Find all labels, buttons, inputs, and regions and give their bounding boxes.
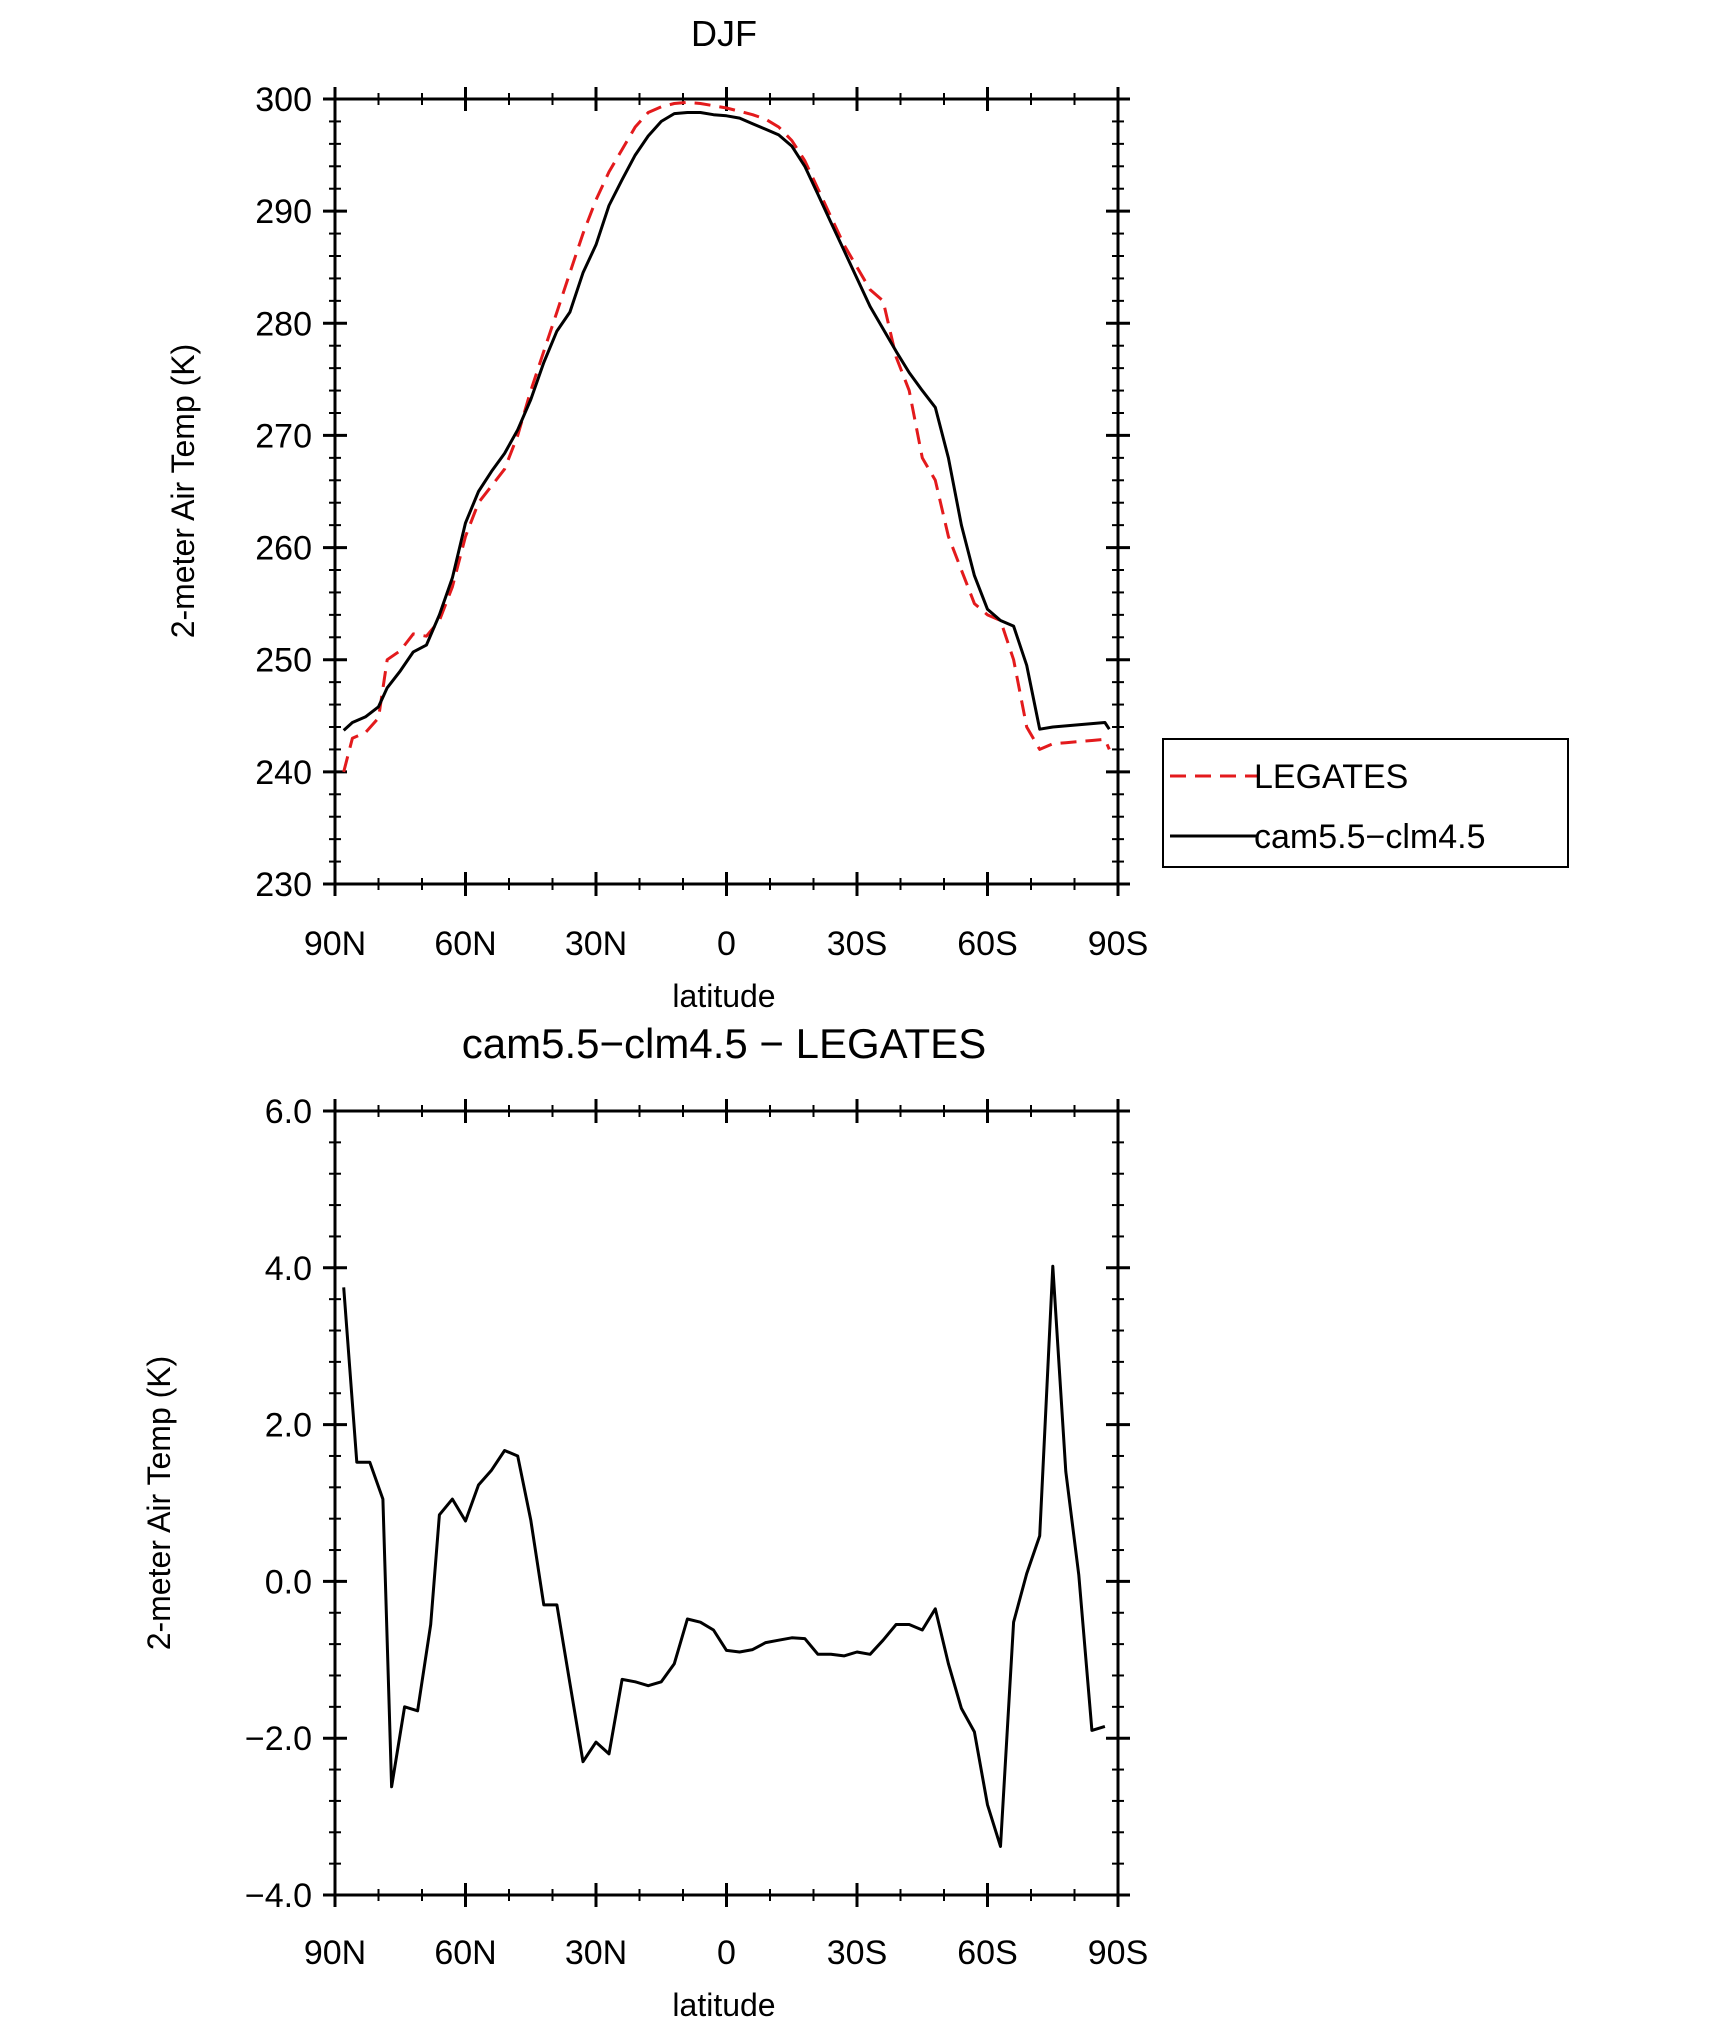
legend-label-cam: cam5.5−clm4.5: [1254, 818, 1486, 856]
y-tick-label: 270: [255, 417, 312, 455]
bottom-x-axis-label: latitude: [672, 1987, 775, 2021]
bottom-plot-frame: [333, 1109, 1120, 1897]
x-tick-label: 60S: [957, 925, 1018, 963]
y-tick-label: 260: [255, 530, 312, 568]
x-tick-label: 90N: [304, 925, 366, 963]
bottom-y-axis-label: 2-meter Air Temp (K): [141, 1356, 177, 1651]
top-ticks: [323, 87, 1130, 896]
bottom-chart-title: cam5.5−clm4.5 − LEGATES: [462, 1020, 986, 1067]
legend-label-legates: LEGATES: [1254, 758, 1408, 796]
bottom-x-tick-labels: 90N 60N 30N 0 30S 60S 90S: [304, 1934, 1148, 1972]
legend-box: [1162, 738, 1569, 868]
y-tick-label: 250: [255, 642, 312, 680]
x-tick-label: 0: [717, 925, 736, 963]
x-tick-label: 30N: [565, 925, 627, 963]
y-tick-label: −4.0: [245, 1877, 312, 1915]
x-tick-label: 90S: [1088, 1934, 1149, 1972]
legend: LEGATES cam5.5−clm4.5: [1162, 738, 1569, 868]
bottom-y-tick-labels: 6.0 4.0 2.0 0.0 −2.0 −4.0: [245, 1093, 312, 1915]
x-tick-label: 0: [717, 1934, 736, 1972]
bottom-ticks: [323, 1099, 1130, 1907]
y-tick-label: 280: [255, 305, 312, 343]
series-line-1-0: [342, 1264, 1106, 1848]
top-chart-title: DJF: [691, 13, 757, 54]
top-x-axis-label: latitude: [672, 978, 775, 1014]
y-tick-label: 230: [255, 866, 312, 904]
series-line-0-0: [342, 100, 1111, 773]
y-tick-label: −2.0: [245, 1720, 312, 1758]
bottom-line-chart: cam5.5−clm4.5 − LEGATES 6.0 4.0 2.0 0.0 −2.0…: [141, 1020, 1148, 2021]
y-tick-label: 0.0: [265, 1563, 312, 1601]
bottom-series-group: [342, 1264, 1106, 1848]
x-tick-label: 30S: [827, 925, 888, 963]
x-tick-label: 30S: [827, 1934, 888, 1972]
y-tick-label: 290: [255, 193, 312, 231]
x-tick-label: 90S: [1088, 925, 1149, 963]
top-series-group: [342, 100, 1111, 773]
y-tick-label: 240: [255, 754, 312, 792]
top-plot-frame: [333, 97, 1120, 886]
x-tick-label: 30N: [565, 1934, 627, 1972]
top-y-axis-label: 2-meter Air Temp (K): [165, 344, 201, 639]
x-tick-label: 60N: [434, 1934, 496, 1972]
x-tick-label: 60N: [434, 925, 496, 963]
top-x-tick-labels: 90N 60N 30N 0 30S 60S 90S: [304, 925, 1148, 963]
y-tick-label: 300: [255, 81, 312, 119]
series-line-0-1: [342, 111, 1111, 732]
y-tick-label: 4.0: [265, 1250, 312, 1288]
top-y-tick-labels: 300 290 280 270 260 250 240 230: [255, 81, 312, 904]
y-tick-label: 6.0: [265, 1093, 312, 1131]
x-tick-label: 90N: [304, 1934, 366, 1972]
x-tick-label: 60S: [957, 1934, 1018, 1972]
y-tick-label: 2.0: [265, 1407, 312, 1445]
top-line-chart: DJF 300 290 280 270 260 250 240 230 90N 60N 30N 0 3…: [165, 13, 1569, 1014]
